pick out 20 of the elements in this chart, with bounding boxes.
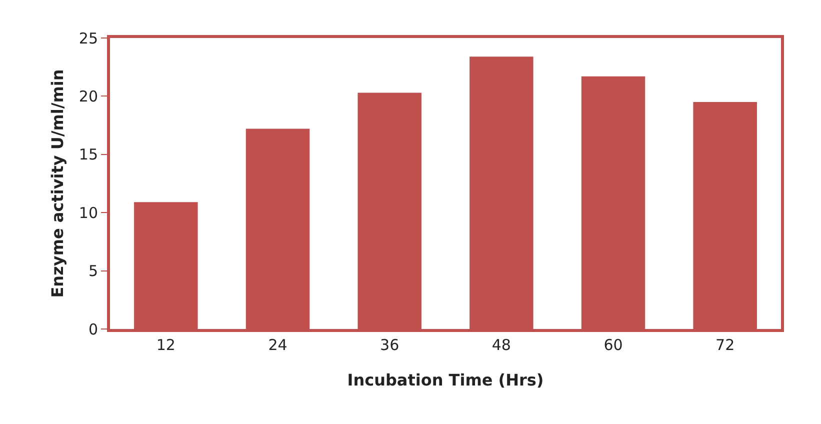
x-axis-title: Incubation Time (Hrs) [347,370,544,390]
y-axis-title: Enzyme activity U/ml/min [48,69,67,298]
x-tick-label: 36 [380,336,400,354]
bar [246,128,310,329]
y-tick-label: 25 [78,29,98,48]
bar [581,76,646,329]
y-tick-label: 20 [78,87,98,106]
bar [358,92,422,329]
y-tick-label: 0 [88,320,98,338]
bar [470,56,534,329]
x-tick-label: 60 [604,336,623,354]
y-tick-label: 5 [88,262,98,280]
x-tick-label: 72 [716,336,735,354]
x-tick-label: 12 [156,336,176,354]
y-tick-label: 10 [78,204,98,222]
bar [693,102,757,329]
x-tick-label: 24 [268,336,288,354]
y-tick-label: 15 [78,146,98,164]
x-tick-label: 48 [492,336,511,354]
bar [134,202,198,329]
